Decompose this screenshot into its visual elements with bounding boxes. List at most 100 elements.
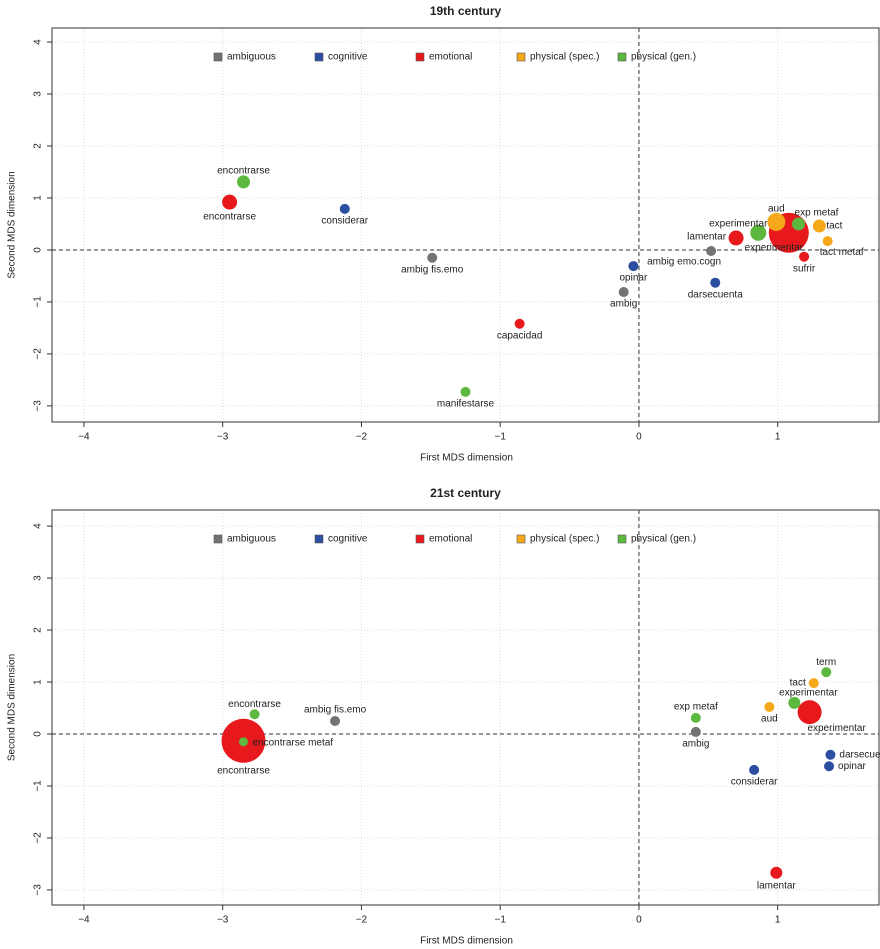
point-label: tact metaf [820,247,864,258]
point-label: exp metaf [795,208,839,219]
point [690,726,701,737]
plot-frame [51,509,880,906]
chart-title: 19th century [430,4,502,18]
legend-swatch [516,52,526,62]
point-label: encontrarse metaf [252,737,333,748]
point [236,175,250,189]
point [728,230,744,246]
point [460,386,471,397]
legend-label: ambiguous [227,534,276,545]
x-tick-label: −4 [78,915,90,926]
point [821,667,832,678]
point [792,217,806,231]
y-tick-label: 3 [33,575,44,581]
y-tick-label: 4 [33,523,44,529]
legend-swatch [415,534,425,544]
y-tick-label: 2 [33,627,44,633]
y-axis-label: Second MDS dimension [7,654,18,761]
legend-label: cognitive [328,52,368,63]
x-tick-label: 0 [636,915,642,926]
point [749,764,760,775]
point [618,287,629,298]
legend-swatch [617,52,627,62]
y-tick-label: −1 [33,780,44,792]
point-label: sufrir [793,263,816,274]
point [249,709,260,720]
point [514,318,525,329]
y-tick-label: 3 [33,91,44,97]
point [222,194,238,210]
y-tick-label: −3 [33,884,44,896]
legend-label: physical (gen.) [631,52,696,63]
legend-swatch [617,534,627,544]
y-tick-label: 1 [33,679,44,685]
legend-label: ambiguous [227,52,276,63]
x-tick-label: −2 [356,432,368,443]
x-tick-label: 0 [636,432,642,443]
point-label: ambig [682,739,709,750]
point-label: exp metaf [674,702,718,713]
point [690,712,701,723]
point [797,700,822,725]
point [812,219,826,233]
x-tick-label: −4 [78,432,90,443]
legend-label: cognitive [328,534,368,545]
point-label: experimentar [745,242,804,253]
point [764,701,775,712]
point-label: ambig fis.emo [401,264,464,275]
point-label: darsecuenta [839,749,880,760]
y-tick-label: −1 [33,296,44,308]
x-axis-label: First MDS dimension [420,936,513,947]
point-label: tact [826,221,842,232]
legend-swatch [314,52,324,62]
point-label: capacidad [497,330,543,341]
y-tick-label: −3 [33,400,44,412]
point-label: opinar [838,761,866,772]
point [770,866,783,879]
point [808,678,819,689]
point-label: considerar [321,216,368,227]
point-label: aud [768,204,785,215]
point-label: experimentar [807,723,866,734]
point-label: aud [761,714,778,725]
legend-swatch [213,534,223,544]
point-label: opinar [619,273,647,284]
point [788,696,801,709]
point [750,224,767,241]
point-label: term [816,657,836,668]
point-label: encontrarse [217,765,270,776]
point [330,716,341,727]
point-label: encontrarse [203,211,256,222]
point [427,252,438,263]
y-tick-label: 0 [33,731,44,737]
point-label: lamentar [687,232,727,243]
point-label: darsecuenta [688,289,743,300]
legend-swatch [314,534,324,544]
legend-label: emotional [429,534,472,545]
x-tick-label: −2 [356,915,368,926]
point-label: tact [790,678,806,689]
legend-swatch [516,534,526,544]
legend-label: physical (spec.) [530,534,599,545]
y-tick-label: −2 [33,348,44,360]
point [238,737,248,747]
legend-label: physical (gen.) [631,534,696,545]
point [824,761,835,772]
point-label: encontrarse [228,699,281,710]
plot-frame [51,27,880,423]
point-label: considerar [731,777,778,788]
point [628,261,639,272]
legend-label: emotional [429,52,472,63]
point [822,236,833,247]
y-axis-label: Second MDS dimension [7,171,18,278]
point [710,277,721,288]
x-tick-label: −1 [494,915,506,926]
y-tick-label: 1 [33,195,44,201]
legend-swatch [213,52,223,62]
point-label: experimentar [709,218,768,229]
point-label: experimentar [779,687,838,698]
point [825,749,836,760]
point-label: manifestarse [437,398,495,409]
x-tick-label: −3 [217,432,229,443]
